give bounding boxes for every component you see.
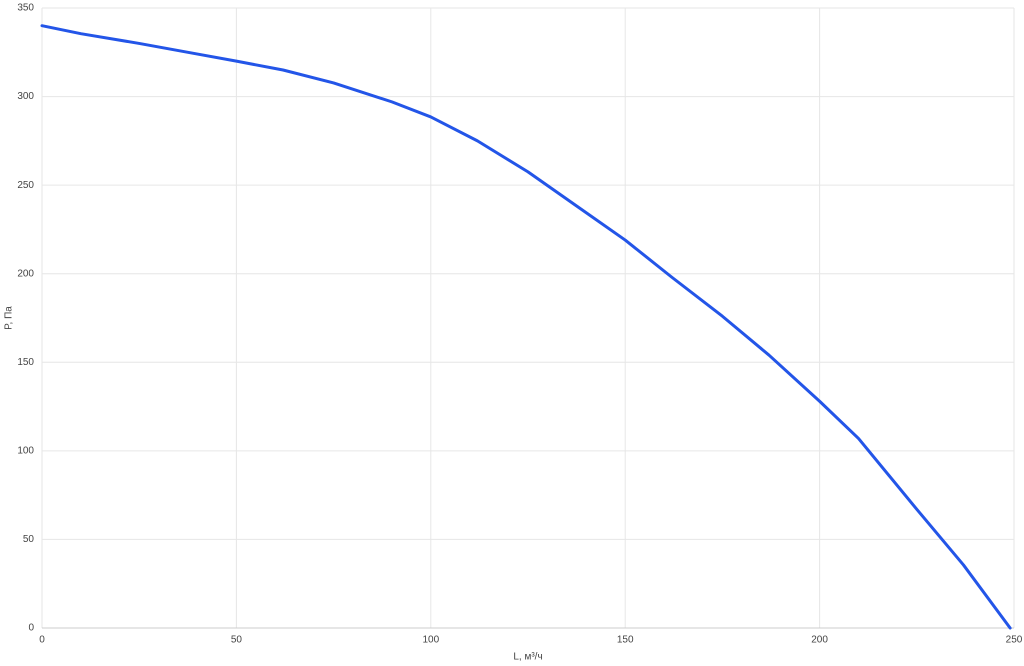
line-series [40,24,1012,630]
y-tick-label: 300 [17,91,34,102]
y-tick-label: 50 [23,534,35,545]
x-tick-label: 100 [422,635,439,646]
y-tick-label: 0 [28,623,34,634]
x-tick-label: 200 [811,635,828,646]
x-axis-label: L, м³/ч [513,652,542,663]
y-tick-label: 100 [17,445,34,456]
x-tick-label: 150 [617,635,634,646]
y-tick-label: 350 [17,3,34,14]
y-tick-label: 150 [17,357,34,368]
y-axis-label: P, Па [4,306,15,330]
x-tick-label: 50 [231,635,243,646]
x-tick-label: 0 [39,635,45,646]
y-tick-label: 250 [17,180,34,191]
x-tick-label: 250 [1006,635,1023,646]
y-tick-label: 200 [17,268,34,279]
